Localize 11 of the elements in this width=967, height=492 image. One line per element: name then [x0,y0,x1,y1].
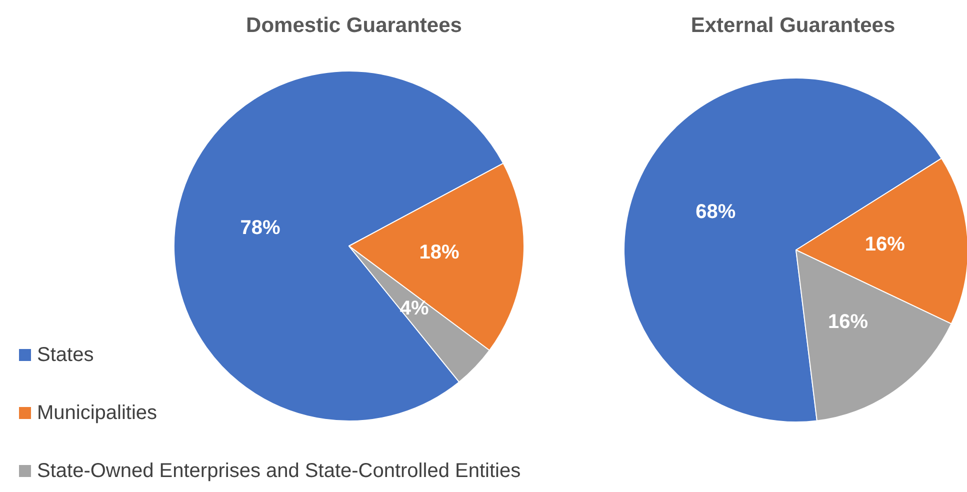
data-label: 68% [696,200,736,223]
legend-label: Municipalities [37,402,158,424]
data-label: 16% [864,234,906,256]
chart-title: External Guarantees [690,14,896,37]
data-label: 18% [419,242,460,264]
data-label: 4% [400,298,429,320]
chart-title: Domestic Guarantees [246,14,462,37]
legend-label: States [37,344,94,366]
legend-label: State-Owned Enterprises and State-Controlled Entities [37,460,521,482]
data-label: 16% [828,311,868,334]
data-label: 78% [240,217,281,240]
